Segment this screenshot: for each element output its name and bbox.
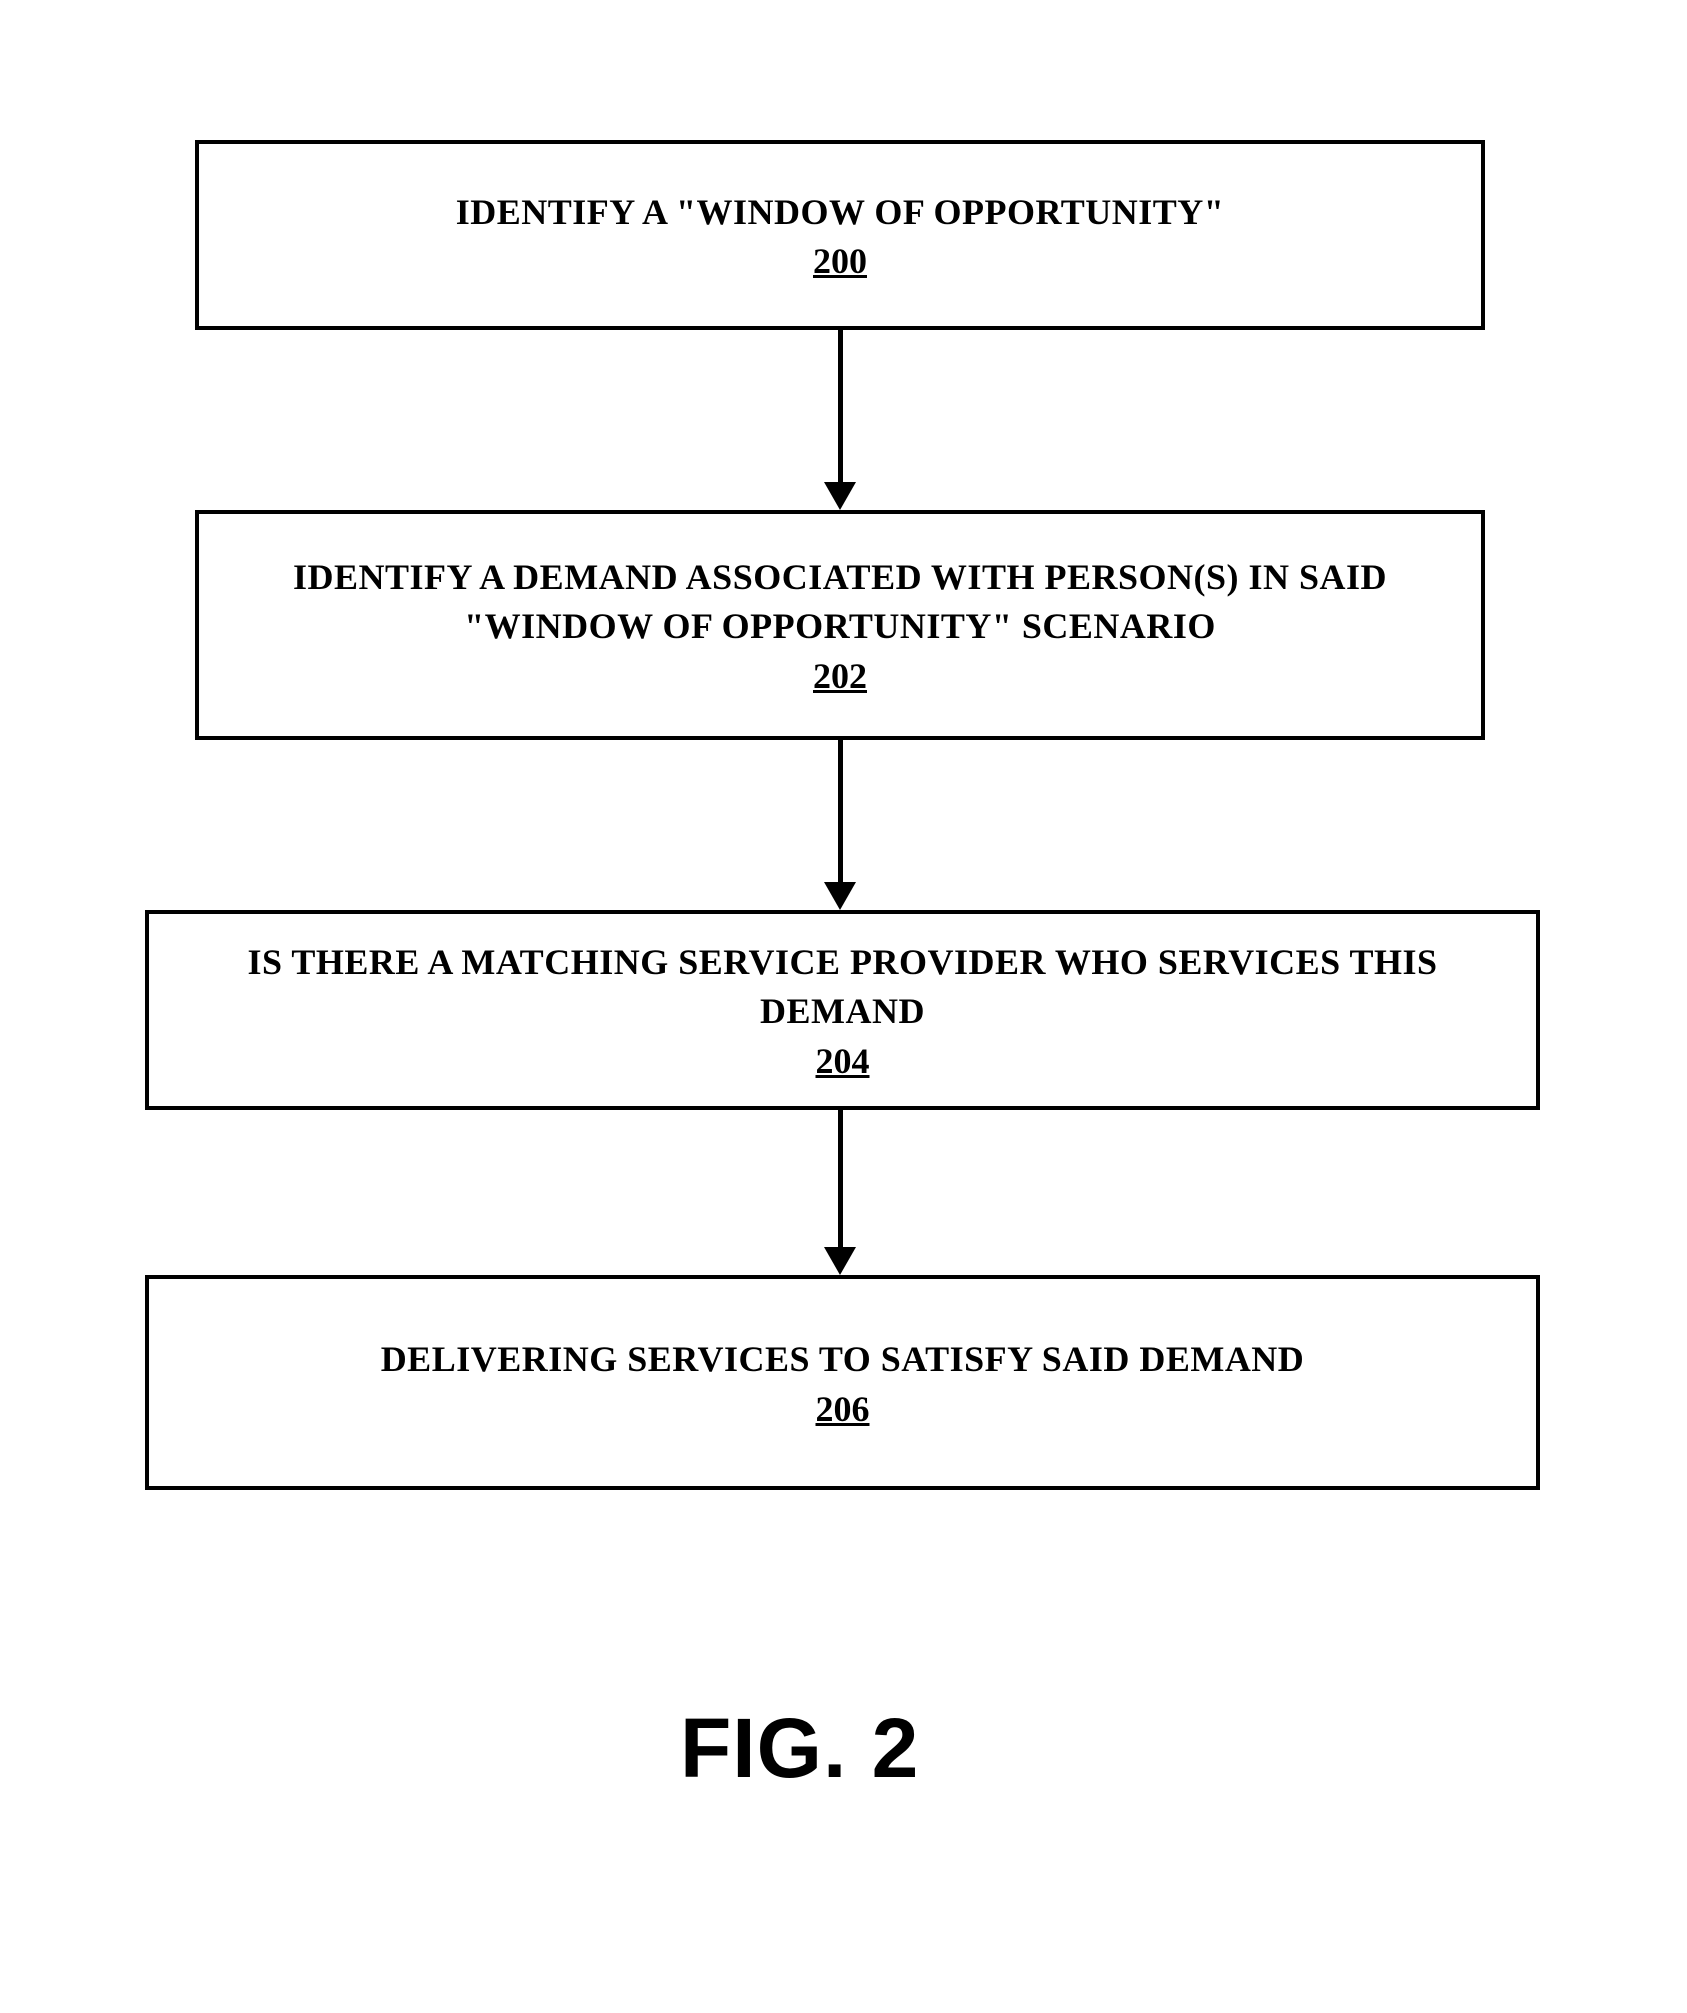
flow-arrow-head-icon: [824, 482, 856, 510]
flow-node-200: IDENTIFY A "WINDOW OF OPPORTUNITY" 200: [195, 140, 1485, 330]
flow-node-ref: 204: [816, 1040, 870, 1082]
flow-node-label: IDENTIFY A "WINDOW OF OPPORTUNITY": [456, 188, 1224, 237]
flow-arrow-line: [838, 740, 843, 882]
flow-node-label: DELIVERING SERVICES TO SATISFY SAID DEMA…: [381, 1335, 1305, 1384]
flow-node-ref: 206: [816, 1388, 870, 1430]
flow-node-ref: 202: [813, 655, 867, 697]
flow-node-202: IDENTIFY A DEMAND ASSOCIATED WITH PERSON…: [195, 510, 1485, 740]
flow-arrow-line: [838, 1110, 843, 1247]
flow-node-204: IS THERE A MATCHING SERVICE PROVIDER WHO…: [145, 910, 1540, 1110]
flow-arrow-line: [838, 330, 843, 482]
flow-node-206: DELIVERING SERVICES TO SATISFY SAID DEMA…: [145, 1275, 1540, 1490]
flow-arrow-head-icon: [824, 882, 856, 910]
flow-node-label: IS THERE A MATCHING SERVICE PROVIDER WHO…: [169, 938, 1516, 1035]
figure-caption: FIG. 2: [680, 1700, 919, 1797]
flow-node-label: IDENTIFY A DEMAND ASSOCIATED WITH PERSON…: [219, 553, 1461, 650]
flow-arrow-head-icon: [824, 1247, 856, 1275]
flowchart-canvas: IDENTIFY A "WINDOW OF OPPORTUNITY" 200 I…: [0, 0, 1687, 2013]
flow-node-ref: 200: [813, 240, 867, 282]
